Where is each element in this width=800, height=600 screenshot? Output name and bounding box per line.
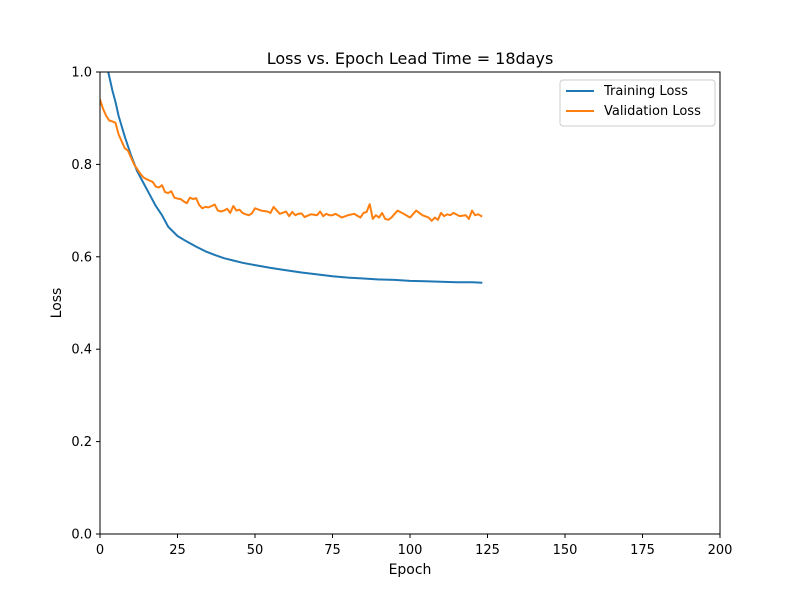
- series-layer: [100, 72, 483, 284]
- y-tick-label: 0.4: [71, 343, 92, 358]
- validation-loss-line: [100, 98, 483, 222]
- x-tick-label: 200: [708, 543, 733, 558]
- x-axis: 0 25 50 75 100 125 150 175 200: [96, 534, 733, 558]
- training-loss-line: [107, 72, 483, 284]
- x-tick-label: 100: [398, 543, 423, 558]
- legend: Training Loss Validation Loss: [559, 79, 716, 127]
- y-tick-label: 0.2: [71, 435, 92, 450]
- y-axis: 0.0 0.2 0.4 0.6 0.8 1.0: [71, 66, 100, 543]
- x-tick-label: 0: [96, 543, 104, 558]
- x-tick-label: 125: [475, 543, 500, 558]
- y-tick-label: 0.8: [71, 158, 92, 173]
- y-tick-label: 0.0: [71, 528, 92, 543]
- legend-label-training: Training Loss: [603, 84, 688, 99]
- y-tick-label: 1.0: [71, 66, 92, 81]
- x-axis-label: Epoch: [389, 562, 432, 578]
- x-tick-label: 25: [169, 543, 186, 558]
- x-tick-label: 175: [630, 543, 655, 558]
- x-tick-label: 150: [553, 543, 578, 558]
- y-tick-label: 0.6: [71, 250, 92, 265]
- y-axis-label: Loss: [49, 288, 65, 319]
- chart-title: Loss vs. Epoch Lead Time = 18days: [267, 49, 554, 68]
- x-tick-label: 50: [247, 543, 264, 558]
- legend-label-validation: Validation Loss: [604, 104, 701, 119]
- legend-box: [559, 79, 716, 127]
- x-tick-label: 75: [324, 543, 341, 558]
